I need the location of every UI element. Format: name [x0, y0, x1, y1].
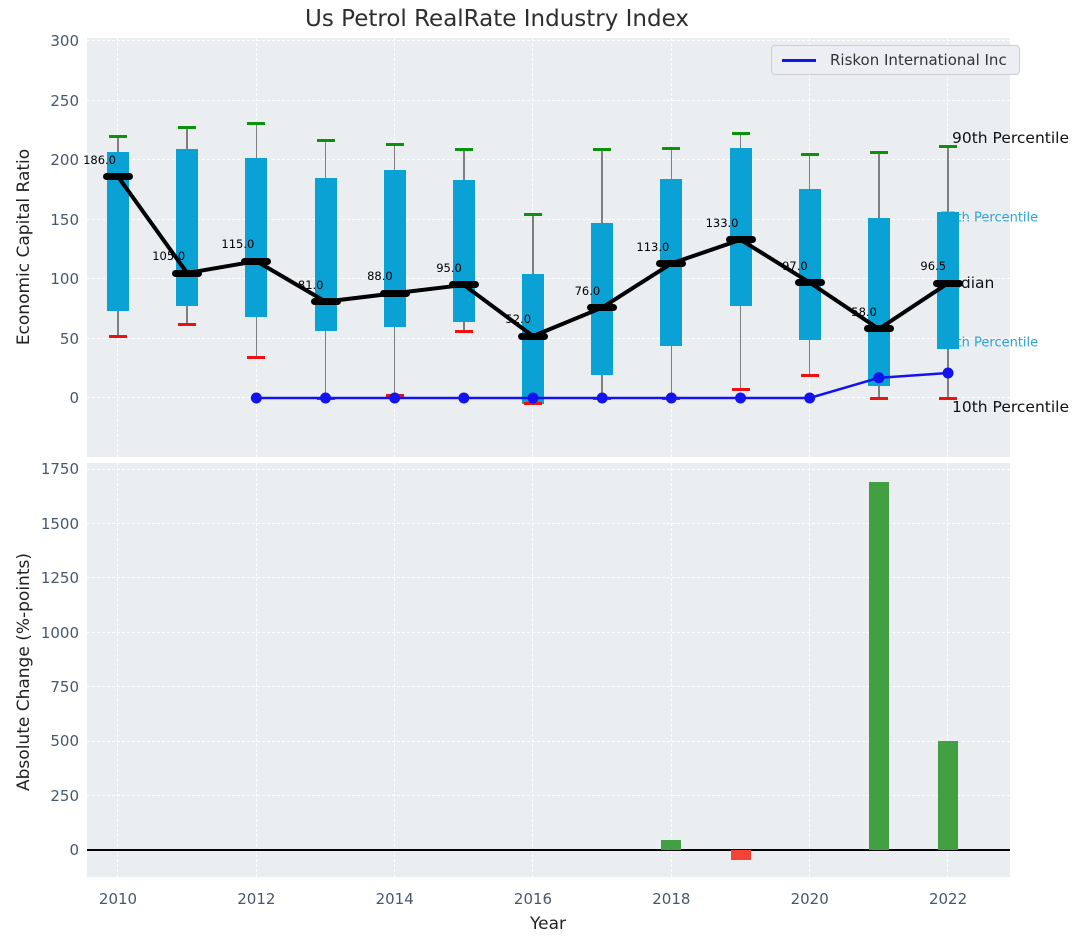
- top-ytick-50: 50: [33, 330, 79, 348]
- bottom-ytick-1750: 1750: [33, 460, 79, 478]
- xtick-2010: 2010: [99, 890, 137, 908]
- axis-ticks: 0 50 100 150 200 250 300 0 250 500 750 1000 1250 1500…: [0, 0, 1090, 942]
- figure: Us Petrol RealRate Industry Index 90th P…: [0, 0, 1090, 942]
- xtick-2012: 2012: [237, 890, 275, 908]
- top-ytick-150: 150: [33, 211, 79, 229]
- xtick-2014: 2014: [376, 890, 414, 908]
- bottom-ytick-500: 500: [33, 732, 79, 750]
- xtick-2018: 2018: [652, 890, 690, 908]
- top-ytick-100: 100: [33, 270, 79, 288]
- xtick-2022: 2022: [929, 890, 967, 908]
- bottom-ytick-1500: 1500: [33, 515, 79, 533]
- top-ytick-300: 300: [33, 32, 79, 50]
- bottom-ytick-0: 0: [33, 841, 79, 859]
- bottom-ytick-250: 250: [33, 787, 79, 805]
- bottom-ytick-1000: 1000: [33, 624, 79, 642]
- xtick-2020: 2020: [791, 890, 829, 908]
- top-ytick-0: 0: [33, 389, 79, 407]
- top-ytick-200: 200: [33, 151, 79, 169]
- bottom-ytick-750: 750: [33, 678, 79, 696]
- top-ytick-250: 250: [33, 92, 79, 110]
- bottom-ytick-1250: 1250: [33, 569, 79, 587]
- xtick-2016: 2016: [514, 890, 552, 908]
